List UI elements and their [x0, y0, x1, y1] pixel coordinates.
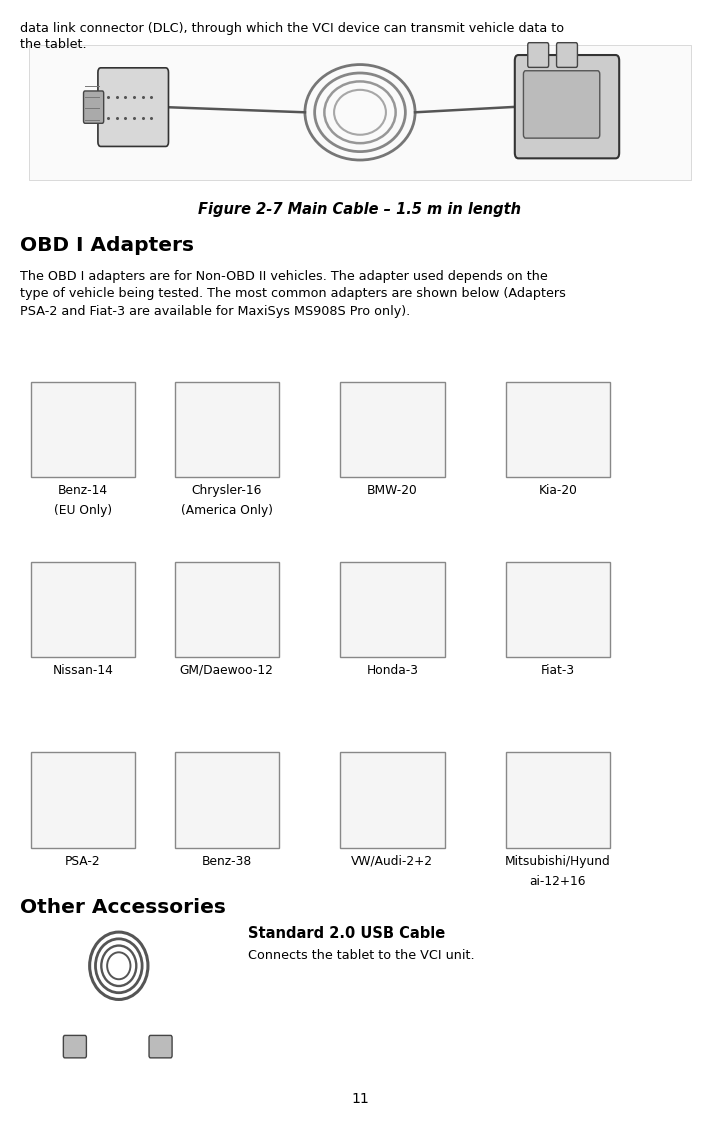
Text: Connects the tablet to the VCI unit.: Connects the tablet to the VCI unit.	[248, 949, 475, 962]
Text: Other Accessories: Other Accessories	[20, 898, 226, 917]
FancyBboxPatch shape	[31, 562, 135, 657]
FancyBboxPatch shape	[29, 45, 691, 180]
FancyBboxPatch shape	[31, 752, 135, 848]
Text: BMW-20: BMW-20	[367, 484, 418, 497]
FancyBboxPatch shape	[174, 562, 279, 657]
Text: (EU Only): (EU Only)	[54, 504, 112, 518]
Text: Honda-3: Honda-3	[366, 664, 418, 677]
Text: Nissan-14: Nissan-14	[53, 664, 113, 677]
FancyBboxPatch shape	[174, 752, 279, 848]
FancyBboxPatch shape	[341, 382, 445, 477]
FancyBboxPatch shape	[523, 71, 600, 138]
Text: ai-12+16: ai-12+16	[530, 875, 586, 888]
FancyBboxPatch shape	[515, 55, 619, 158]
Text: 11: 11	[351, 1093, 369, 1106]
FancyBboxPatch shape	[98, 67, 168, 146]
FancyBboxPatch shape	[149, 1035, 172, 1058]
Text: OBD I Adapters: OBD I Adapters	[20, 236, 194, 255]
FancyBboxPatch shape	[31, 382, 135, 477]
FancyBboxPatch shape	[174, 382, 279, 477]
FancyBboxPatch shape	[505, 562, 611, 657]
Text: Benz-14: Benz-14	[58, 484, 108, 497]
Text: PSA-2 and Fiat-3 are available for MaxiSys MS908S Pro only).: PSA-2 and Fiat-3 are available for MaxiS…	[20, 305, 410, 319]
FancyBboxPatch shape	[341, 752, 445, 848]
Text: Mitsubishi/Hyund: Mitsubishi/Hyund	[505, 855, 611, 868]
Text: data link connector (DLC), through which the VCI device can transmit vehicle dat: data link connector (DLC), through which…	[20, 22, 564, 36]
FancyBboxPatch shape	[505, 752, 611, 848]
Text: GM/Daewoo-12: GM/Daewoo-12	[180, 664, 274, 677]
Text: VW/Audi-2+2: VW/Audi-2+2	[351, 855, 433, 868]
FancyBboxPatch shape	[84, 91, 104, 124]
Text: Chrysler-16: Chrysler-16	[192, 484, 262, 497]
Text: Figure 2-7 Main Cable – 1.5 m in length: Figure 2-7 Main Cable – 1.5 m in length	[199, 202, 521, 217]
Text: (America Only): (America Only)	[181, 504, 273, 518]
Text: PSA-2: PSA-2	[65, 855, 101, 868]
Text: The OBD I adapters are for Non-OBD II vehicles. The adapter used depends on the: The OBD I adapters are for Non-OBD II ve…	[20, 270, 548, 283]
FancyBboxPatch shape	[557, 43, 577, 67]
Text: the tablet.: the tablet.	[20, 38, 87, 52]
Text: Standard 2.0 USB Cable: Standard 2.0 USB Cable	[248, 926, 446, 941]
Text: Kia-20: Kia-20	[539, 484, 577, 497]
FancyBboxPatch shape	[341, 562, 445, 657]
Text: type of vehicle being tested. The most common adapters are shown below (Adapters: type of vehicle being tested. The most c…	[20, 287, 566, 301]
FancyBboxPatch shape	[63, 1035, 86, 1058]
Text: Fiat-3: Fiat-3	[541, 664, 575, 677]
FancyBboxPatch shape	[528, 43, 549, 67]
FancyBboxPatch shape	[505, 382, 611, 477]
Text: Benz-38: Benz-38	[202, 855, 252, 868]
